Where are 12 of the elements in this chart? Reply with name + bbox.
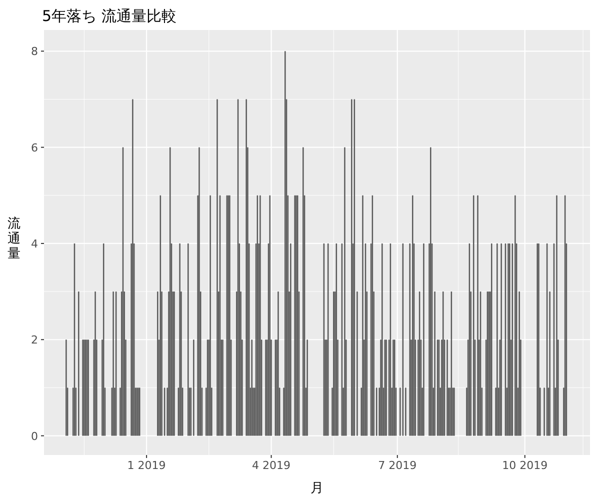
- x-tick-label: 1 2019: [127, 459, 166, 472]
- y-tick-label: 8: [31, 45, 38, 58]
- chart-title: 5年落ち 流通量比較: [42, 7, 176, 25]
- x-tick-label: 10 2019: [502, 459, 548, 472]
- x-tick-label: 4 2019: [252, 459, 291, 472]
- y-tick-label: 4: [31, 237, 38, 250]
- y-tick-label: 0: [31, 430, 38, 443]
- x-tick-label: 7 2019: [378, 459, 417, 472]
- y-tick-label: 2: [31, 334, 38, 347]
- x-axis-title: 月: [310, 481, 324, 496]
- y-axis-title: 流通量: [8, 216, 20, 262]
- y-tick-label: 6: [31, 141, 38, 154]
